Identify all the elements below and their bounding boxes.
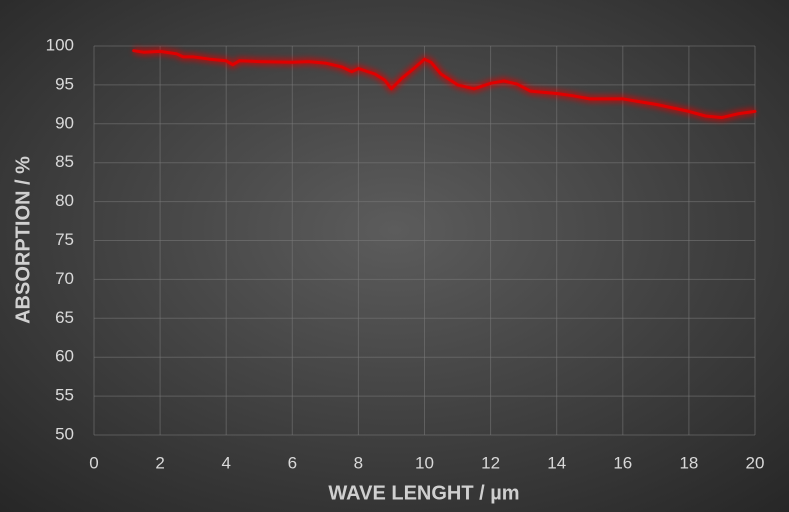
y-tick-label: 75 [55,230,74,249]
x-tick-label: 2 [155,453,164,472]
x-tick-label: 0 [89,453,98,472]
y-tick-label: 80 [55,191,74,210]
y-tick-label: 85 [55,152,74,171]
x-tick-label: 16 [613,453,632,472]
y-tick-label: 70 [55,269,74,288]
x-tick-label: 8 [354,453,363,472]
x-tick-label: 10 [415,453,434,472]
x-tick-label: 12 [481,453,500,472]
y-tick-label: 90 [55,113,74,132]
x-tick-label: 6 [288,453,297,472]
y-tick-label: 50 [55,424,74,443]
y-tick-label: 55 [55,386,74,405]
line [132,49,757,120]
x-tick-label: 20 [746,453,765,472]
y-tick-label: 100 [46,35,74,54]
x-tick-label: 14 [547,453,566,472]
y-tick-label: 95 [55,74,74,93]
y-axis-title: ABSORPTION / % [12,156,34,324]
y-tick-label: 60 [55,347,74,366]
x-axis-title: WAVE LENGHT / µm [328,482,519,504]
y-tick-label: 65 [55,308,74,327]
x-tick-label: 4 [221,453,230,472]
x-tick-label: 18 [679,453,698,472]
